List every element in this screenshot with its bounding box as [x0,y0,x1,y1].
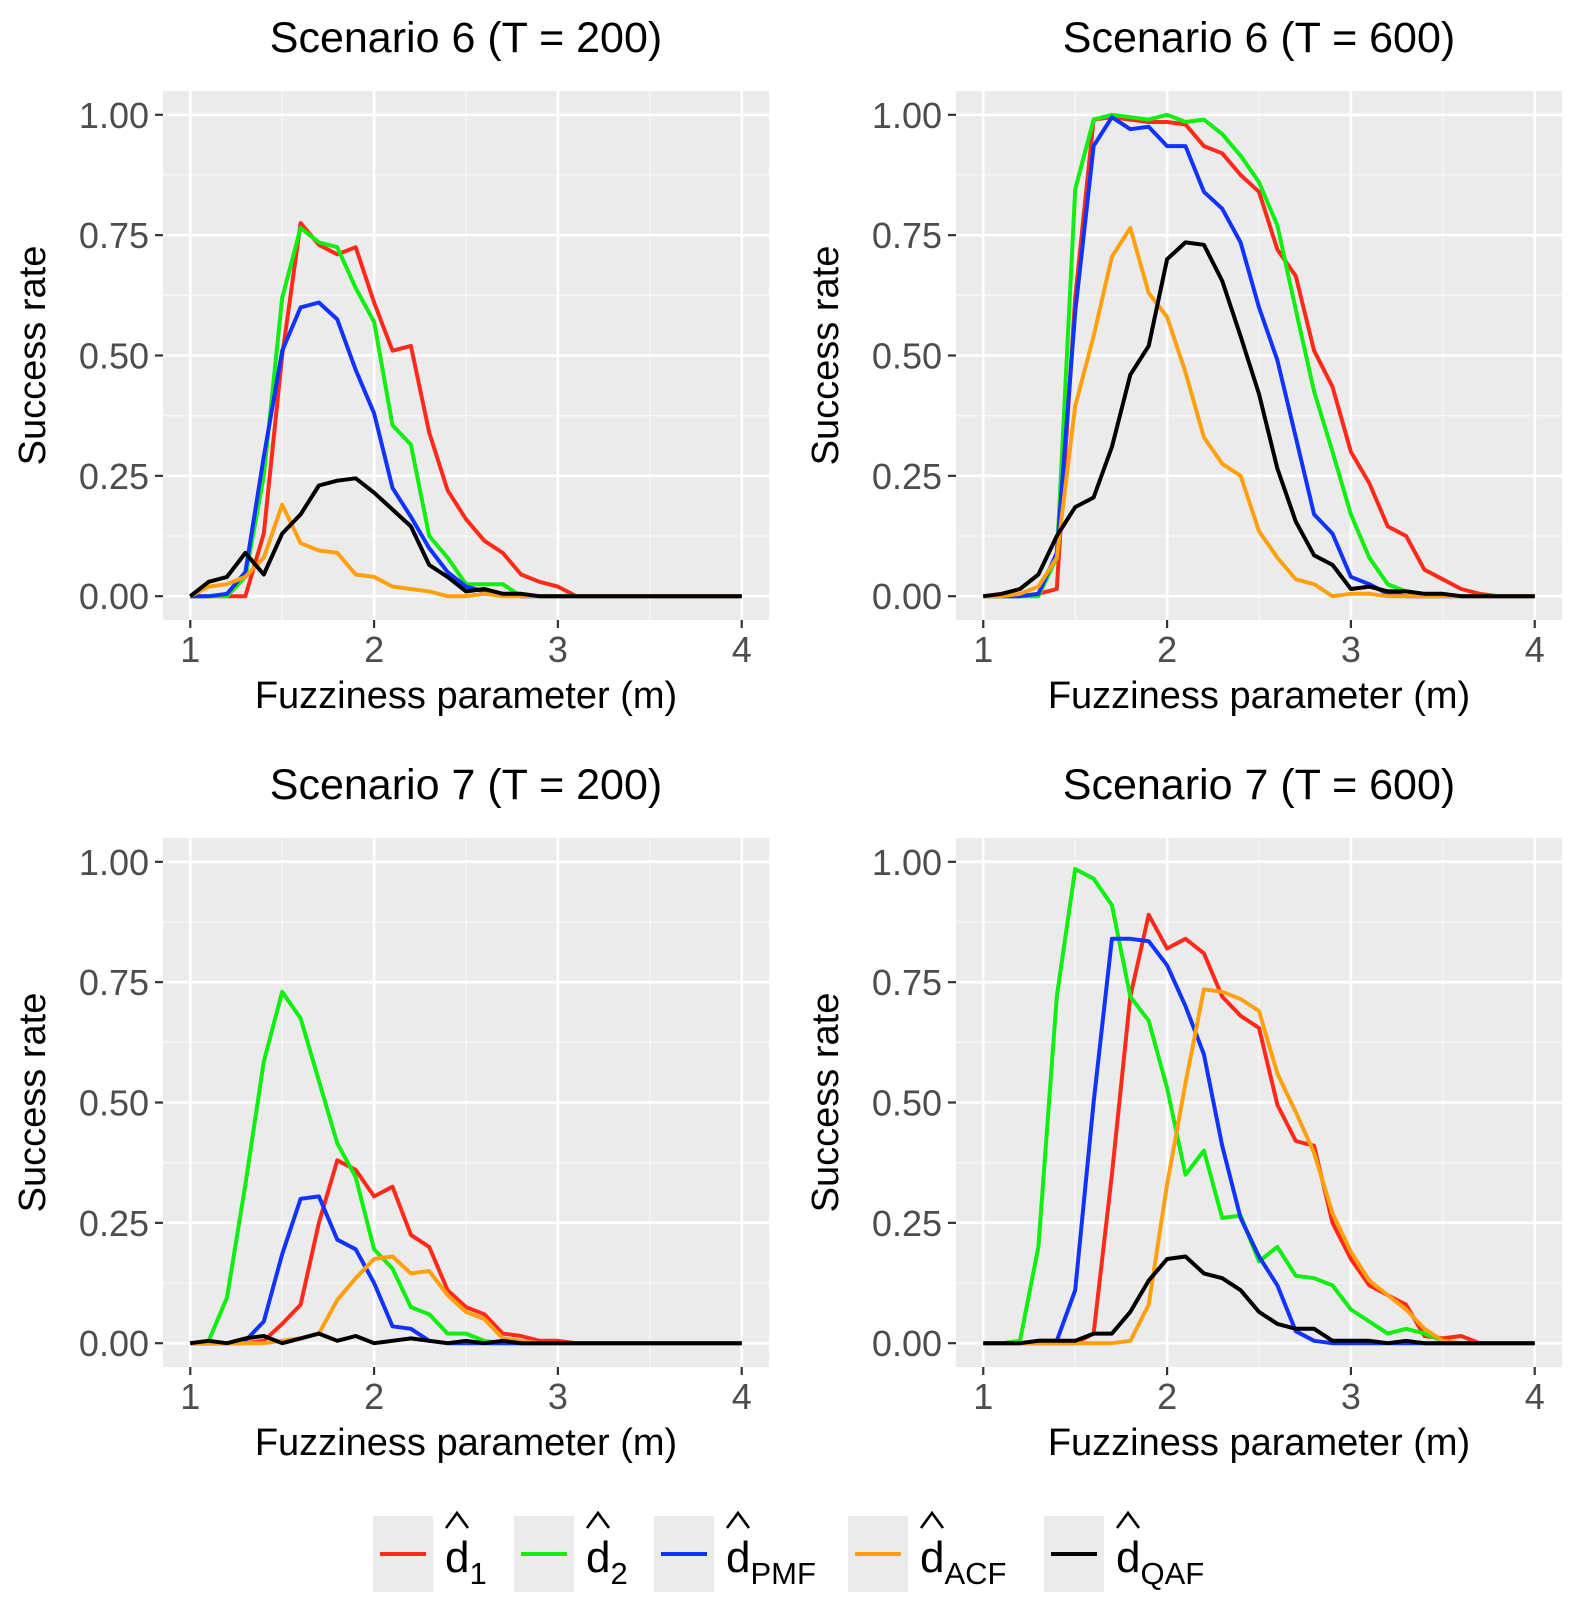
chart-title: Scenario 7 (T = 200) [270,761,662,809]
x-tick-label: 2 [364,1376,384,1417]
x-tick-label: 1 [973,629,993,670]
legend-item-dACF: dACF [848,1510,1006,1592]
x-axis-label: Fuzziness parameter (m) [1048,1422,1470,1464]
chart-title: Scenario 6 (T = 200) [270,14,662,62]
x-tick-label: 3 [548,629,568,670]
y-tick-label: 0.50 [79,1083,149,1124]
chart-title: Scenario 6 (T = 600) [1063,14,1455,62]
panel-3: 1 2 3 4 0.00 0.25 0.50 0.75 1.00 Scenario 7 (T = … [12,761,769,1464]
y-tick-label: 0.75 [79,962,149,1003]
x-tick-label: 4 [1525,1376,1545,1417]
x-tick-label: 4 [1525,629,1545,670]
y-tick-label: 0.25 [872,456,942,497]
legend-label: d2 [586,1533,628,1591]
y-tick-label: 0.50 [872,336,942,377]
y-tick-label: 0.00 [872,1323,942,1364]
hat-accent [1115,1510,1141,1529]
y-tick-label: 0.75 [872,215,942,256]
legend-item-d2: d2 [514,1510,628,1592]
y-tick-label: 1.00 [79,95,149,136]
y-tick-label: 0.25 [79,1203,149,1244]
y-tick-label: 0.00 [872,576,942,617]
series-line-dACF [983,225,1535,599]
x-tick-label: 2 [364,629,384,670]
panel-1: 1 2 3 4 0.00 0.25 0.50 0.75 1.00 Scenario 6 (T = … [12,14,769,717]
series-line-dQAF [189,476,742,599]
series-line-dQAF [190,1331,742,1346]
legend-label: dPMF [726,1533,816,1591]
y-axis-label: Success rate [12,993,54,1213]
hat-accent [585,1510,611,1529]
y-tick-label: 1.00 [79,842,149,883]
x-axis-label: Fuzziness parameter (m) [1048,675,1470,717]
y-tick-label: 0.25 [872,1203,942,1244]
x-tick-label: 2 [1157,629,1177,670]
x-tick-label: 3 [1341,629,1361,670]
hat-accent [919,1510,945,1529]
y-tick-label: 0.25 [79,456,149,497]
panel-2: 1 2 3 4 0.00 0.25 0.50 0.75 1.00 Scenario 6 (T = … [805,14,1562,717]
y-tick-label: 0.00 [79,576,149,617]
y-tick-label: 0.00 [79,1323,149,1364]
legend-label: dQAF [1116,1533,1204,1591]
legend-item-dQAF: dQAF [1044,1510,1204,1592]
y-axis-label: Success rate [12,246,54,466]
series-line-dACF [983,987,1535,1346]
legend-item-d1: d1 [373,1510,487,1592]
legend-item-dPMF: dPMF [654,1510,816,1592]
legend-label: dACF [920,1533,1006,1591]
x-tick-label: 3 [548,1376,568,1417]
y-tick-label: 0.50 [79,336,149,377]
y-tick-label: 1.00 [872,842,942,883]
x-tick-label: 1 [180,629,200,670]
x-axis-label: Fuzziness parameter (m) [255,1422,677,1464]
y-tick-label: 1.00 [872,95,942,136]
y-tick-label: 0.75 [872,962,942,1003]
panel-4: 1 2 3 4 0.00 0.25 0.50 0.75 1.00 Scenario 7 (T = … [805,761,1562,1464]
x-tick-label: 4 [732,629,752,670]
x-tick-label: 1 [973,1376,993,1417]
x-tick-label: 2 [1157,1376,1177,1417]
x-axis-label: Fuzziness parameter (m) [255,675,677,717]
x-tick-label: 1 [180,1376,200,1417]
series-line-dQAF [983,1254,1535,1346]
x-tick-label: 3 [1341,1376,1361,1417]
y-tick-label: 0.75 [79,215,149,256]
legend-label: d1 [445,1533,487,1591]
x-tick-label: 4 [732,1376,752,1417]
hat-accent [444,1510,470,1529]
series-line-dQAF [983,240,1535,599]
y-axis-label: Success rate [805,993,847,1213]
hat-accent [725,1510,751,1529]
chart-title: Scenario 7 (T = 600) [1063,761,1455,809]
legend: d1 d2 dPMF dACF dQAF [373,1510,1204,1592]
y-tick-label: 0.50 [872,1083,942,1124]
y-axis-label: Success rate [805,246,847,466]
